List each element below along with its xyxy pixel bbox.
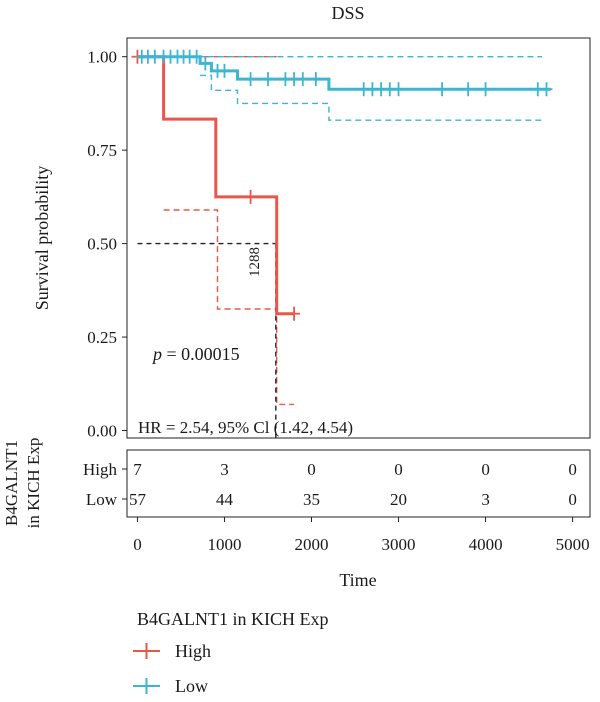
y-tick-label: 0.25 [87, 328, 117, 347]
p-value-annotation: p = 0.00015 [151, 344, 240, 364]
risk-count: 44 [216, 490, 234, 509]
y-tick-label: 0.00 [87, 422, 117, 441]
risk-row-label: High [83, 460, 118, 479]
risk-count: 3 [481, 490, 490, 509]
y-tick-label: 0.50 [87, 235, 117, 254]
x-tick-label: 2000 [295, 535, 329, 554]
risk-count: 7 [133, 460, 142, 479]
y-axis: 0.00 0.25 0.50 0.75 1.00 [87, 48, 127, 441]
x-axis: 0 1000 2000 3000 4000 5000 [133, 517, 590, 554]
x-tick-label: 4000 [469, 535, 503, 554]
high-ci-lower [163, 209, 295, 406]
risk-count: 0 [481, 460, 490, 479]
x-tick-label: 3000 [382, 535, 416, 554]
risk-row-label: Low [86, 490, 118, 509]
y-tick-label: 0.75 [87, 141, 117, 160]
plot-area: 0.00 0.25 0.50 0.75 1.00 1288 p = 0.00015 HR… [87, 37, 591, 441]
risk-table-ylabel-line1: B4GALNT1 [2, 440, 21, 526]
x-axis-title: Time [339, 570, 376, 590]
x-tick-label: 0 [133, 535, 142, 554]
risk-table: High 7 3 0 0 0 0 Low 57 44 35 20 3 0 B4GALNT1 in KICH… [2, 438, 591, 529]
confidence-bands [137, 56, 543, 406]
plot-panel [126, 37, 591, 439]
risk-count: 0 [568, 490, 577, 509]
risk-table-rows: High 7 3 0 0 0 0 Low 57 44 35 20 3 0 [83, 460, 577, 509]
risk-table-panel [126, 449, 591, 518]
risk-count: 0 [568, 460, 577, 479]
risk-count: 57 [129, 490, 147, 509]
chart-title: DSS [331, 3, 364, 23]
legend-title: B4GALNT1 in KICH Exp [137, 609, 329, 629]
x-tick-label: 1000 [207, 535, 241, 554]
legend-label: High [175, 641, 211, 661]
median-label: 1288 [247, 247, 263, 277]
legend-items: High Low [133, 641, 211, 696]
risk-count: 3 [220, 460, 229, 479]
high-survival-line [137, 55, 295, 316]
p-value: = 0.00015 [162, 344, 240, 364]
risk-count: 0 [307, 460, 316, 479]
risk-count: 35 [303, 490, 320, 509]
x-tick-label: 5000 [556, 535, 590, 554]
low-ci-lower [200, 74, 543, 121]
risk-table-ylabel-line2: in KICH Exp [24, 438, 43, 529]
y-axis-title: Survival probability [32, 166, 52, 310]
p-label: p [151, 344, 162, 364]
y-tick-label: 1.00 [87, 48, 117, 67]
censor-marks [131, 49, 553, 321]
risk-count: 0 [394, 460, 403, 479]
legend-label: Low [175, 676, 208, 696]
hr-annotation: HR = 2.54, 95% Cl (1.42, 4.54) [138, 418, 353, 437]
legend: B4GALNT1 in KICH Exp High Low [133, 609, 329, 696]
risk-count: 20 [390, 490, 407, 509]
